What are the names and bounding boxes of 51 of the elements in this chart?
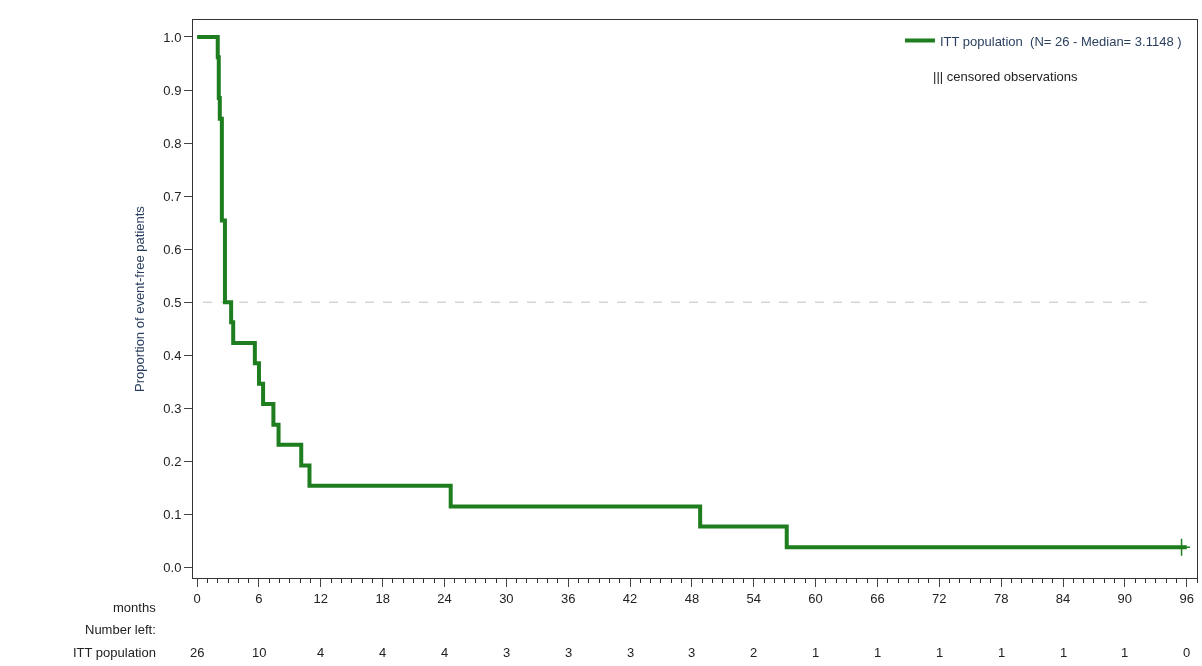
y-tick-label: 0.5	[163, 294, 182, 310]
x-tick-label: 36	[560, 590, 576, 606]
x-tick-label: 24	[437, 590, 452, 606]
y-tick-label: 0.7	[163, 188, 182, 204]
x-tick-label: 60	[808, 590, 823, 606]
y-tick-label: 0.9	[163, 82, 182, 98]
text: 3	[503, 645, 511, 660]
text: 3	[627, 645, 635, 660]
text: 1	[874, 645, 882, 660]
x-tick-label: 6	[255, 590, 263, 606]
text: 4	[379, 645, 387, 660]
text: 3	[688, 645, 696, 660]
x-tick-label: 48	[684, 590, 700, 606]
text: months	[113, 600, 157, 615]
text: 0	[1183, 645, 1191, 660]
text: 1	[936, 645, 944, 660]
annotation: ||| censored observations	[933, 69, 1079, 84]
text: 2	[750, 645, 758, 660]
text: 1	[1121, 645, 1129, 660]
legend-label: ITT population (N= 26 - Median= 3.1148 )	[939, 33, 1182, 49]
x-tick-label: 54	[746, 590, 761, 606]
x-tick-label: 18	[375, 590, 390, 606]
y-tick-label: 0.3	[163, 400, 182, 416]
text: 26	[190, 645, 205, 660]
text: Number left:	[85, 622, 156, 637]
text: 4	[441, 645, 449, 660]
x-tick-label: 12	[313, 590, 329, 606]
y-tick-label: 0.2	[163, 453, 182, 469]
text: 1	[812, 645, 820, 660]
text: 4	[317, 645, 325, 660]
x-tick-label: 96	[1179, 590, 1194, 606]
x-tick-label: 30	[499, 590, 514, 606]
x-tick-label: 0	[193, 590, 201, 606]
y-tick-label: 1.0	[163, 29, 182, 45]
x-tick-label: 90	[1117, 590, 1133, 606]
x-tick-label: 72	[932, 590, 947, 606]
y-tick-label: 0.1	[163, 506, 182, 522]
text: 3	[565, 645, 573, 660]
text: 1	[998, 645, 1006, 660]
x-tick-label: 78	[993, 590, 1009, 606]
text: 10	[252, 645, 267, 660]
y-tick-label: 0.8	[163, 135, 182, 151]
x-tick-label: 42	[622, 590, 638, 606]
y-tick-label: 0.0	[163, 559, 182, 575]
x-tick-label: 66	[870, 590, 885, 606]
y-axis-title: Proportion of event-free patients	[132, 205, 148, 392]
y-tick-label: 0.6	[163, 241, 182, 257]
text: 1	[1060, 645, 1068, 660]
x-tick-label: 84	[1055, 590, 1071, 606]
text: ITT population	[73, 645, 156, 660]
y-tick-label: 0.4	[163, 347, 182, 363]
